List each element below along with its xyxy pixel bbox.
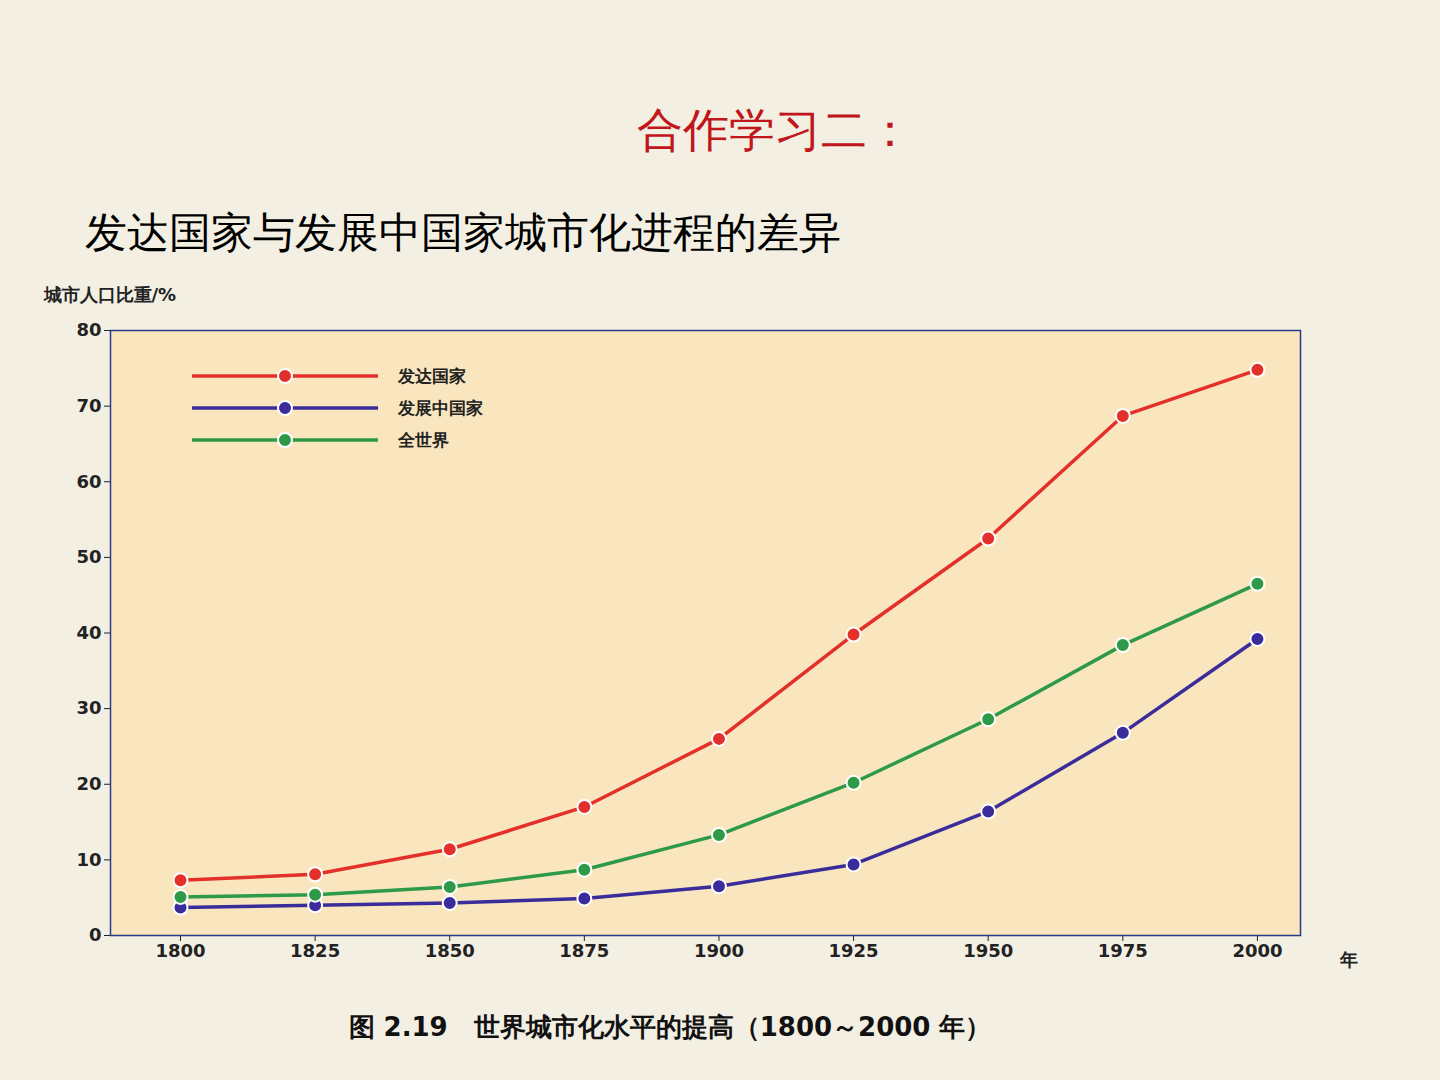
- html-text:图 2.19 世界城市化水平的提高（1800～2000 年）: 图 2.19 世界城市化水平的提高（1800～2000 年）: [348, 1012, 992, 1042]
- svg-text:80: 80: [76, 319, 101, 340]
- svg-text:30: 30: [76, 697, 101, 718]
- svg-text:1800: 1800: [155, 940, 205, 961]
- html-text:发达国家与发展中国家城市化进程的差异: 发达国家与发展中国家城市化进程的差异: [85, 208, 841, 257]
- svg-text:1950: 1950: [963, 940, 1013, 961]
- svg-text:1875: 1875: [559, 940, 609, 961]
- html-text:全世界: 全世界: [398, 429, 449, 450]
- svg-text:1900: 1900: [694, 940, 744, 961]
- html-text:合作学习二：: 合作学习二：: [637, 103, 913, 157]
- svg-text:1825: 1825: [290, 940, 340, 961]
- svg-text:2000: 2000: [1232, 940, 1282, 961]
- svg-text:年: 年: [1339, 949, 1358, 970]
- html-text:发达国家: 发达国家: [398, 365, 466, 386]
- svg-text:1925: 1925: [829, 940, 879, 961]
- svg-text:50: 50: [76, 546, 101, 567]
- svg-text:40: 40: [76, 622, 101, 643]
- svg-text:70: 70: [76, 395, 101, 416]
- svg-text:20: 20: [76, 773, 101, 794]
- svg-text:60: 60: [76, 471, 101, 492]
- svg-text:0: 0: [89, 924, 102, 945]
- svg-text:10: 10: [76, 849, 101, 870]
- svg-text:1975: 1975: [1098, 940, 1148, 961]
- html-text:发展中国家: 发展中国家: [398, 397, 483, 418]
- svg-text:城市人口比重/%: 城市人口比重/%: [43, 285, 177, 305]
- svg-text:1850: 1850: [425, 940, 475, 961]
